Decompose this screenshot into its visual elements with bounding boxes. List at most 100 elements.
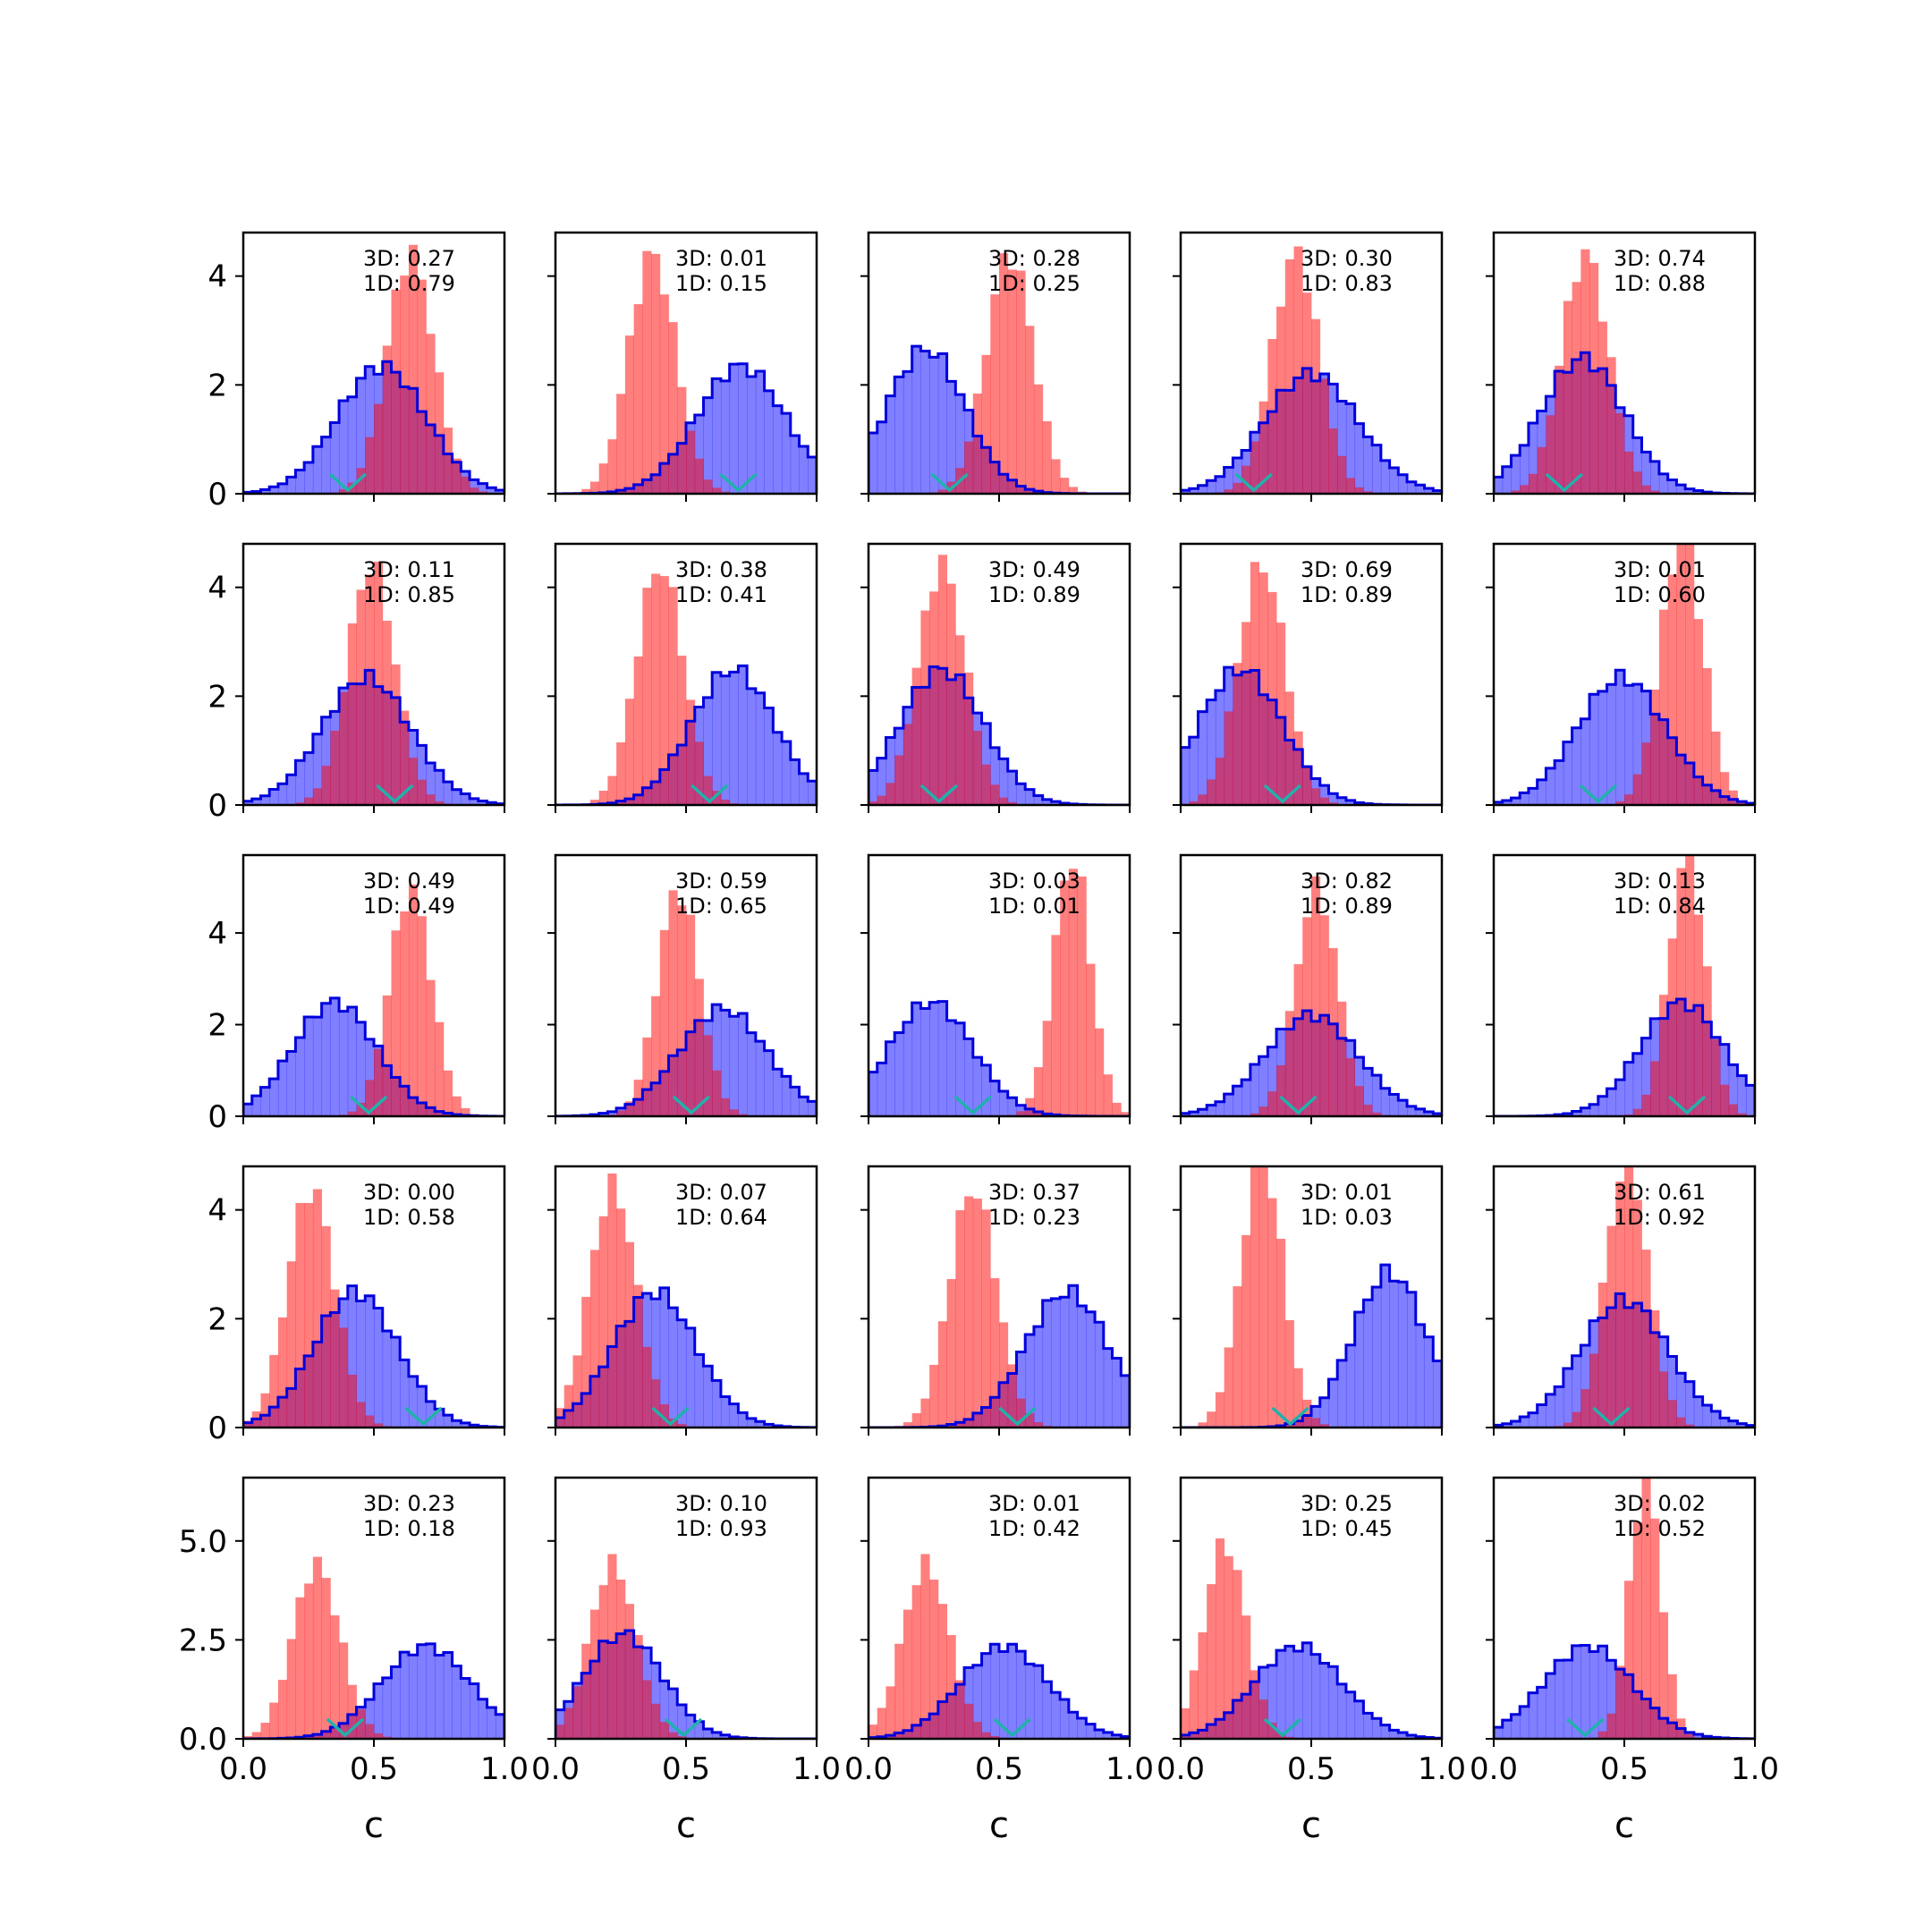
x-tick-label: 0.5: [662, 1751, 710, 1787]
blue-histogram-bar: [1025, 1335, 1035, 1428]
red-histogram-bar: [1207, 779, 1216, 805]
blue-histogram-bar: [1502, 466, 1512, 494]
x-tick-label: 1.0: [1418, 1751, 1466, 1787]
blue-histogram-bar: [400, 1652, 410, 1739]
blue-histogram-bar: [1198, 711, 1208, 805]
blue-histogram-bar: [1398, 474, 1408, 494]
blue-histogram-bar: [1720, 1418, 1730, 1428]
y-tick-label: 0.0: [179, 1722, 227, 1758]
red-histogram-bar: [382, 345, 392, 494]
panel-annotation-1d: 1D: 0.89: [988, 582, 1080, 607]
red-histogram-bar: [581, 1643, 591, 1739]
blue-histogram-bar: [1016, 1651, 1026, 1739]
red-histogram-bar: [1363, 1105, 1373, 1116]
blue-histogram-bar: [443, 1415, 453, 1428]
blue-histogram-bar: [1685, 1381, 1695, 1428]
blue-histogram-bar: [1060, 1297, 1070, 1428]
red-histogram-bar: [330, 1289, 340, 1428]
red-histogram-bar: [1198, 1631, 1208, 1739]
blue-histogram-bar: [1650, 461, 1660, 494]
blue-histogram-bar: [347, 396, 357, 494]
blue-histogram-bar: [1241, 1080, 1251, 1116]
x-tick-label: 0.5: [1600, 1751, 1648, 1787]
blue-histogram-outline: [555, 1003, 817, 1116]
blue-histogram-bar: [1372, 445, 1382, 494]
blue-histogram-bar: [764, 1424, 774, 1428]
red-histogram-bar: [347, 623, 357, 805]
red-histogram-bar: [356, 1402, 366, 1428]
red-histogram-bar: [1693, 619, 1703, 805]
red-histogram-bar: [1345, 1058, 1356, 1116]
x-axis-label: c: [364, 1805, 384, 1846]
blue-histogram-bar: [1033, 795, 1044, 805]
blue-histogram-bar: [1051, 1692, 1061, 1739]
reference-marker: [719, 472, 758, 493]
blue-histogram-bar: [1016, 1352, 1026, 1428]
blue-histogram-bar: [269, 789, 279, 805]
red-histogram-bar: [339, 1642, 349, 1739]
red-histogram-bar: [1311, 318, 1321, 494]
blue-histogram-bar: [1546, 767, 1555, 805]
red-histogram-bar: [435, 372, 445, 494]
blue-histogram-bar: [1520, 445, 1530, 494]
red-histogram-bar: [990, 784, 1000, 805]
red-histogram-bar: [347, 1111, 357, 1116]
panel-annotation-3d: 3D: 0.28: [988, 246, 1080, 271]
y-tick-label: 2: [208, 1301, 227, 1337]
red-histogram-bar: [633, 304, 643, 494]
red-histogram-bar: [598, 463, 608, 494]
red-histogram-bar: [616, 741, 626, 805]
y-tick-label: 0: [208, 1099, 227, 1135]
red-histogram-bar: [408, 244, 419, 494]
y-tick-label: 0: [208, 477, 227, 513]
red-histogram-bar: [1033, 384, 1044, 494]
red-histogram-bar: [1650, 689, 1660, 805]
blue-histogram-bar: [417, 1644, 427, 1739]
blue-histogram-bar: [773, 1069, 783, 1116]
red-histogram-bar: [347, 1684, 357, 1739]
red-histogram-bar: [1033, 1422, 1044, 1428]
red-histogram-bar: [598, 791, 608, 805]
red-histogram-bar: [1537, 446, 1546, 494]
red-histogram-bar: [607, 1174, 617, 1428]
panel-annotation-3d: 3D: 0.49: [988, 557, 1080, 582]
blue-histogram-bar: [304, 752, 314, 805]
red-histogram-bar: [642, 588, 652, 805]
red-histogram-bar: [1641, 485, 1651, 494]
blue-histogram-bar: [1702, 1404, 1712, 1428]
red-histogram-bar: [286, 1261, 296, 1428]
red-histogram-bar: [365, 1415, 375, 1428]
blue-histogram-bar: [764, 1050, 774, 1116]
blue-histogram-bar: [1580, 1344, 1590, 1428]
red-histogram-bar: [1042, 1021, 1052, 1116]
panel-annotation-3d: 3D: 0.13: [1614, 869, 1706, 894]
red-histogram-bar: [564, 1385, 573, 1428]
red-histogram-bar: [1728, 1104, 1738, 1116]
red-histogram-bar: [1711, 731, 1721, 805]
red-histogram-bar: [972, 731, 982, 805]
red-histogram-bar: [659, 576, 669, 805]
blue-histogram-outline: [1181, 367, 1442, 494]
blue-histogram-bar: [461, 1678, 470, 1739]
red-histogram-bar: [607, 1554, 617, 1739]
blue-histogram-bar: [929, 1002, 939, 1116]
blue-histogram-outline: [869, 1642, 1130, 1739]
blue-histogram-bar: [374, 1683, 384, 1739]
panel-annotation-3d: 3D: 0.01: [1614, 557, 1706, 582]
red-histogram-bar: [269, 1702, 279, 1739]
reference-marker: [404, 1406, 443, 1427]
red-histogram-bar: [1311, 1418, 1321, 1428]
blue-histogram-bar: [1641, 452, 1651, 494]
red-histogram-bar: [581, 1296, 591, 1428]
red-histogram-bar: [1650, 1061, 1660, 1116]
blue-histogram-bar: [1042, 799, 1052, 805]
blue-histogram-bar: [487, 1707, 496, 1739]
blue-histogram-bar: [694, 1354, 704, 1428]
red-histogram-bar: [408, 758, 419, 805]
blue-histogram-bar: [1086, 1311, 1096, 1428]
red-histogram-bar: [1241, 1234, 1251, 1428]
red-histogram-bar: [1284, 1319, 1294, 1428]
